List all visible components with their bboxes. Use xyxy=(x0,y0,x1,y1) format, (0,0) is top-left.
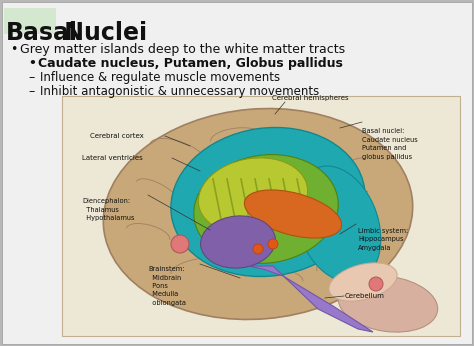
Text: Diencephalon:
  Thalamus
  Hypothalamus: Diencephalon: Thalamus Hypothalamus xyxy=(82,198,135,221)
Ellipse shape xyxy=(194,155,338,263)
Ellipse shape xyxy=(295,166,381,282)
FancyBboxPatch shape xyxy=(4,8,56,34)
Ellipse shape xyxy=(103,109,413,319)
Circle shape xyxy=(369,277,383,291)
Text: Influence & regulate muscle movements: Influence & regulate muscle movements xyxy=(40,71,280,84)
Circle shape xyxy=(268,239,278,249)
Ellipse shape xyxy=(245,190,342,238)
Text: Brainstem:
  Midbrain
  Pons
  Medulla
  oblongata: Brainstem: Midbrain Pons Medulla oblonga… xyxy=(148,266,186,306)
Text: Basal: Basal xyxy=(6,21,78,45)
Text: Limbic system:
Hippocampus
Amygdala: Limbic system: Hippocampus Amygdala xyxy=(358,228,408,251)
Text: Caudate nucleus, Putamen, Globus pallidus: Caudate nucleus, Putamen, Globus pallidu… xyxy=(38,57,343,70)
Text: –: – xyxy=(28,85,34,98)
Text: •: • xyxy=(10,43,18,56)
Polygon shape xyxy=(248,266,373,332)
Ellipse shape xyxy=(338,276,438,332)
Ellipse shape xyxy=(201,216,275,268)
Text: Cerebral cortex: Cerebral cortex xyxy=(90,133,144,139)
Text: Lateral ventricles: Lateral ventricles xyxy=(82,155,143,161)
Text: –: – xyxy=(28,71,34,84)
Text: Grey matter islands deep to the white matter tracts: Grey matter islands deep to the white ma… xyxy=(20,43,345,56)
Text: Cerebellum: Cerebellum xyxy=(345,293,385,299)
FancyBboxPatch shape xyxy=(62,96,460,336)
Circle shape xyxy=(171,235,189,253)
Text: Cerebral hemispheres: Cerebral hemispheres xyxy=(272,95,348,101)
Text: Inhibit antagonistic & unnecessary movements: Inhibit antagonistic & unnecessary movem… xyxy=(40,85,319,98)
Ellipse shape xyxy=(171,127,365,276)
Ellipse shape xyxy=(199,158,308,234)
Text: Nuclei: Nuclei xyxy=(56,21,147,45)
Circle shape xyxy=(253,244,263,254)
Text: Basal nuclei:
Caudate nucleus
Putamen and
globus pallidus: Basal nuclei: Caudate nucleus Putamen an… xyxy=(362,128,418,160)
Text: •: • xyxy=(28,57,36,70)
Ellipse shape xyxy=(329,263,397,301)
